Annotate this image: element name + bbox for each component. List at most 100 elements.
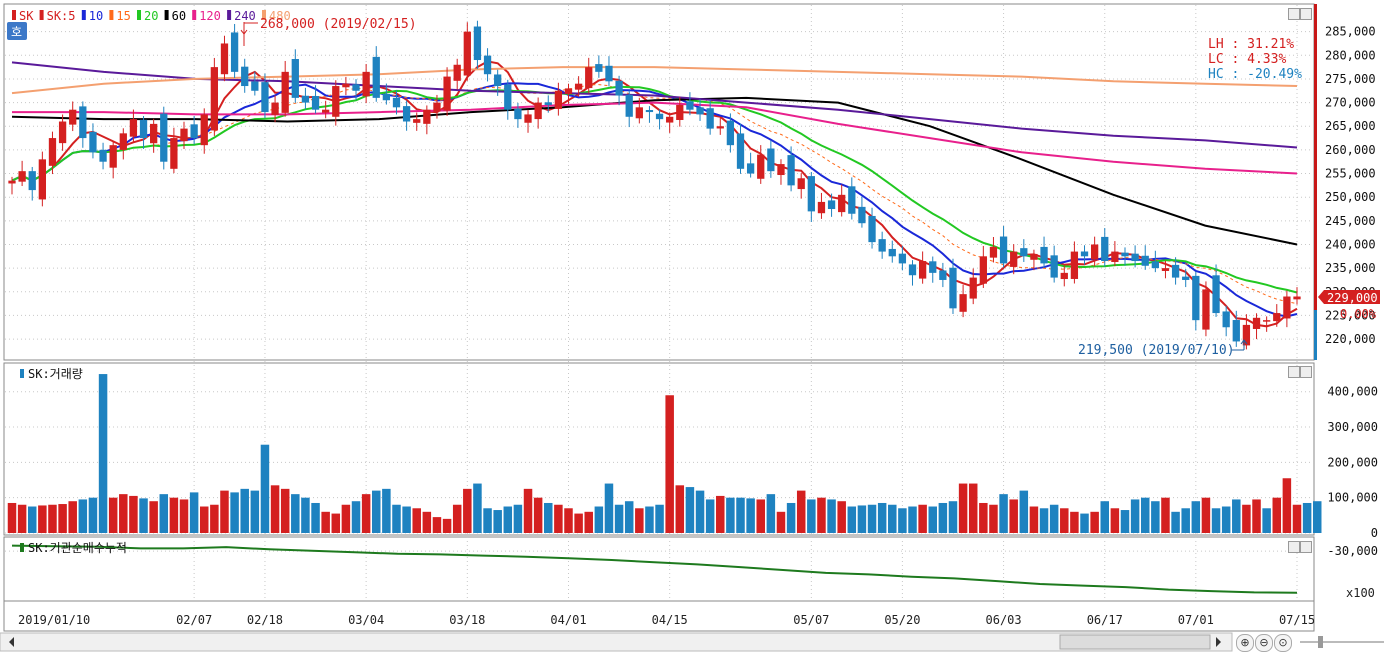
price-tick-label: 255,000 (1325, 167, 1376, 181)
price-candle (332, 80, 340, 126)
price-candle (807, 172, 815, 222)
price-candle (534, 97, 542, 129)
volume-bar (877, 502, 887, 533)
volume-bar (999, 494, 1008, 533)
volume-bar (351, 501, 361, 533)
legend-swatch (109, 10, 114, 20)
price-candle (666, 112, 674, 133)
volume-bar (705, 499, 715, 533)
volume-bar (311, 502, 320, 533)
institution-legend-label: SK:기관순매수누적 (28, 541, 127, 555)
price-candle (696, 99, 704, 121)
price-tick-label: 265,000 (1325, 119, 1376, 133)
price-candle (554, 82, 563, 116)
price-candle (241, 58, 249, 93)
volume-panel-maximize-button[interactable] (1288, 366, 1300, 378)
legend-swatch (227, 10, 232, 20)
x-tick-label: 07/01 (1178, 613, 1214, 627)
zoom-slider-handle[interactable] (1318, 636, 1323, 648)
legend-item: 240 (234, 9, 256, 23)
high-annotation: 268,000 (2019/02/15) (240, 17, 417, 46)
stat-lc: LC : 4.33% (1208, 52, 1286, 67)
volume-bar (88, 497, 98, 533)
volume-bar (139, 498, 148, 533)
institution-panel-maximize-button[interactable] (1288, 541, 1300, 553)
volume-bar (908, 506, 917, 533)
ma-line-15 (11, 84, 1298, 305)
volume-bar (827, 499, 836, 533)
price-candle (1101, 228, 1109, 267)
low-annotation: 219,500 (2019/07/10) (1078, 339, 1248, 358)
volume-bar (928, 506, 937, 533)
volume-bar (655, 504, 664, 533)
volume-bar (1312, 501, 1322, 533)
zoom-reset-icon[interactable]: ⊙ (1274, 634, 1292, 652)
institution-panel (3, 536, 1315, 602)
volume-bar (260, 444, 270, 533)
volume-bar (746, 498, 755, 533)
volume-bar (544, 502, 553, 533)
price-panel-maximize-button[interactable] (1288, 8, 1300, 20)
volume-bar (422, 511, 432, 533)
price-candle (291, 49, 299, 103)
volume-bar (17, 504, 27, 533)
volume-bar (989, 504, 998, 533)
price-tick-label: 235,000 (1325, 261, 1376, 275)
legend-swatch (39, 10, 44, 20)
price-candle (362, 63, 370, 104)
scroll-left-icon[interactable] (9, 637, 14, 647)
horizontal-scrollbar[interactable] (0, 632, 1233, 652)
volume-bar (554, 504, 563, 533)
price-candle (686, 92, 694, 116)
price-candle (200, 108, 208, 154)
volume-bar (817, 497, 826, 533)
price-candle (180, 121, 188, 149)
price-tick-label: 225,000 (1325, 308, 1376, 322)
price-candle (1182, 269, 1190, 288)
volume-bar (1302, 502, 1312, 533)
volume-bar (695, 490, 705, 533)
volume-bar (645, 506, 654, 533)
price-candle (1151, 250, 1159, 273)
price-candle (969, 268, 977, 305)
zoom-in-icon[interactable]: ⊕ (1236, 634, 1254, 652)
x-tick-label: 05/07 (793, 613, 829, 627)
volume-bar (189, 492, 199, 533)
volume-bar (898, 508, 907, 533)
legend-item: 20 (144, 9, 158, 23)
price-candle (1111, 241, 1119, 267)
price-candle (1050, 245, 1058, 283)
volume-bar (321, 511, 330, 533)
price-candle (1161, 260, 1170, 279)
volume-bar (1080, 513, 1089, 533)
volume-tick-label: 300,000 (1327, 420, 1378, 434)
corner-badge[interactable] (7, 22, 27, 40)
institution-panel-close-button[interactable] (1300, 541, 1312, 553)
volume-bar (807, 499, 816, 533)
volume-bar (776, 511, 786, 533)
price-candle (423, 105, 431, 135)
volume-bar (948, 501, 958, 533)
volume-bar (1060, 508, 1069, 533)
x-tick-label: 05/20 (884, 613, 920, 627)
volume-bar (857, 505, 867, 533)
volume-bar (614, 504, 624, 533)
scroll-thumb[interactable] (1059, 634, 1211, 650)
price-candle (645, 106, 654, 123)
price-candle (676, 96, 684, 127)
volume-bar (1009, 499, 1018, 533)
volume-bar (796, 490, 806, 533)
price-candle (655, 109, 664, 130)
zoom-out-icon[interactable]: ⊖ (1255, 634, 1273, 652)
volume-bar (341, 504, 351, 533)
scroll-right-icon[interactable] (1216, 637, 1221, 647)
volume-bar (442, 518, 452, 533)
x-tick-label: 02/07 (176, 613, 212, 627)
institution-net-buy-line (11, 544, 1298, 594)
price-panel-close-button[interactable] (1300, 8, 1312, 20)
volume-tick-label: 400,000 (1327, 385, 1378, 399)
price-candle (220, 35, 229, 82)
volume-bar (250, 490, 260, 533)
volume-panel-close-button[interactable] (1300, 366, 1312, 378)
price-candle (706, 99, 714, 135)
